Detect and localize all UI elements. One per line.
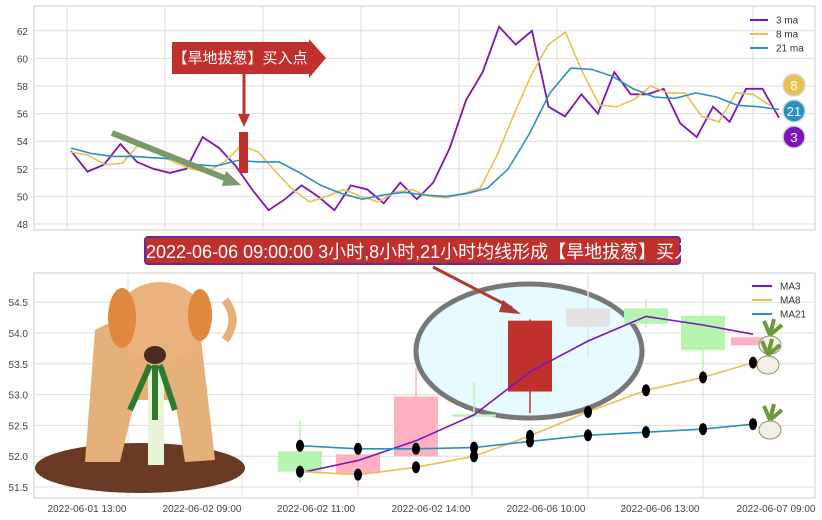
candle-body [336, 454, 380, 474]
ma-marker-dot [584, 429, 592, 442]
top-y-tick-label: 52 [17, 165, 29, 176]
dog-head [115, 282, 205, 362]
leek-bulb-decoration [756, 355, 780, 375]
trend-arrow-head [222, 171, 241, 186]
bottom-legend-label: MA8 [780, 296, 801, 307]
ma-marker-dot [412, 442, 420, 455]
chart-title-banner: 2022-06-06 09:00:00 3小时,8小时,21小时均线形成【旱地拔… [144, 236, 710, 265]
pointer-arrow-shaft [432, 265, 513, 310]
bottom-x-tick-label: 2022-06-01 13:00 [48, 504, 127, 515]
bottom-y-tick-label: 53.5 [9, 360, 29, 371]
dog-ear-left [108, 288, 136, 348]
top-series-line-8-ma [70, 30, 771, 203]
top-y-tick-label: 58 [17, 82, 29, 93]
leek-leaves [127, 363, 178, 420]
bottom-series-line-MA3 [299, 315, 754, 474]
ma-marker-dot [354, 468, 362, 481]
dog-ear-right [188, 289, 212, 341]
ma-marker-dot [749, 418, 757, 431]
ma-marker-dot [526, 435, 534, 448]
top-y-tick-label: 62 [17, 27, 29, 38]
ma-marker-dot [642, 384, 650, 397]
candle-body [731, 337, 775, 346]
leek-leaves-decoration [762, 403, 784, 422]
bottom-x-tick-label: 2022-06-06 10:00 [507, 504, 586, 515]
leek-leaves-decoration [760, 338, 782, 357]
bottom-y-tick-label: 52.5 [9, 421, 29, 432]
ma-marker-dot [412, 461, 420, 474]
leek-bulb-decoration [758, 420, 782, 440]
ma-marker-dot [354, 442, 362, 455]
ma-marker-dot [470, 450, 478, 463]
top-y-tick-label: 48 [17, 220, 29, 231]
ma-badge-21 [782, 99, 806, 123]
top-legend-label: 3 ma [776, 16, 799, 27]
ma-marker-dot [749, 356, 757, 369]
bottom-legend-label: MA21 [780, 310, 807, 321]
trend-arrow-shaft [110, 130, 234, 184]
ma-badge-3 [782, 125, 806, 149]
top-y-tick-label: 50 [17, 192, 29, 203]
candle-body [508, 320, 552, 392]
bottom-x-tick-label: 2022-06-02 14:00 [392, 504, 471, 515]
leek-leaves-decoration [762, 318, 784, 337]
dog-tail [221, 297, 237, 343]
bottom-x-tick-label: 2022-06-06 13:00 [621, 504, 700, 515]
bottom-legend-label: MA3 [780, 282, 801, 293]
top-y-tick-label: 54 [17, 137, 29, 148]
ma-marker-dot [296, 439, 304, 452]
ma-badge-8 [782, 73, 806, 97]
top-legend-label: 21 ma [776, 44, 804, 55]
dog-with-leek-illustration [35, 282, 245, 493]
ma-marker-dot [296, 465, 304, 478]
candle-body [681, 315, 725, 351]
bottom-y-tick-label: 54.5 [9, 298, 29, 309]
dog-nose [144, 346, 166, 364]
ma-marker-dot [699, 371, 707, 384]
candle-body [566, 308, 610, 327]
bottom-x-tick-label: 2022-06-02 09:00 [163, 504, 242, 515]
bottom-x-tick-label: 2022-06-07 09:00 [737, 504, 816, 515]
annotation-arrow-box [172, 39, 326, 78]
candle-body [278, 451, 322, 472]
bottom-y-tick-label: 54.0 [9, 329, 29, 340]
ma-badge-label: 3 [790, 130, 797, 145]
top-y-tick-label: 60 [17, 54, 29, 65]
bottom-y-tick-label: 53.0 [9, 391, 29, 402]
bottom-x-tick-label: 2022-06-02 11:00 [277, 504, 356, 515]
top-legend-label: 8 ma [776, 30, 799, 41]
ma-marker-dot [699, 423, 707, 436]
top-y-tick-label: 56 [17, 110, 29, 121]
down-arrow-head [238, 114, 250, 127]
ma-marker-dot [584, 405, 592, 418]
bottom-y-tick-label: 52.0 [9, 452, 29, 463]
pointer-arrow-head [499, 300, 521, 314]
bottom-y-tick-label: 51.5 [9, 483, 29, 494]
ma-marker-dot [470, 441, 478, 454]
ma-badge-label: 8 [790, 78, 797, 93]
ma-badge-label: 21 [787, 104, 801, 119]
ma-marker-dot [642, 426, 650, 439]
annotation-label: 【旱地拔葱】买入点 [172, 50, 307, 67]
signal-candle-highlight [239, 132, 248, 173]
